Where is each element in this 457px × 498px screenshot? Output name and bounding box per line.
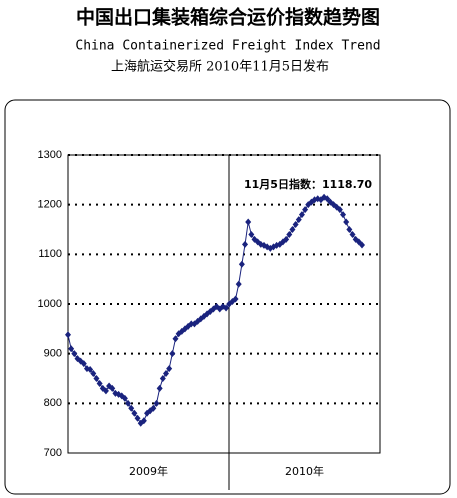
chart-source: 上海航运交易所 2010年11月5日发布 [111,59,329,75]
marker [359,241,365,249]
marker [349,230,356,238]
marker [302,206,309,214]
marker [80,360,87,368]
x-axis-label: 2010年 [285,464,324,478]
marker [125,399,132,407]
marker [289,226,296,233]
chart-subtitle: China Containerized Freight Index Trend [75,39,380,54]
chart-title: 中国出口集装箱综合运价指数趋势图 [76,6,380,29]
marker [298,211,305,219]
marker [134,414,141,422]
y-tick-label: 700 [44,447,62,459]
marker [346,226,353,233]
marker [343,218,350,226]
marker [163,370,169,378]
marker [251,235,258,243]
marker [153,399,160,407]
marker [68,345,75,353]
marker [131,409,138,417]
y-tick-label: 1100 [38,248,62,260]
marker [245,218,252,226]
marker [242,240,249,248]
marker [169,350,176,358]
marker [238,260,245,268]
marker [166,365,173,373]
marker [87,366,94,374]
annotation: 11月5日指数：1118.70 [244,177,372,191]
marker [336,206,343,214]
marker [235,280,242,288]
marker [65,331,71,339]
marker [188,320,195,328]
marker [121,394,128,402]
marker [150,404,157,412]
y-tick-label: 800 [44,397,62,409]
marker [292,221,299,229]
marker [324,195,331,203]
marker [248,230,255,238]
marker [102,387,109,395]
marker [283,235,290,243]
marker [286,230,293,238]
marker [223,304,230,312]
marker [340,211,347,219]
marker [140,417,147,425]
marker [156,384,163,392]
marker [295,216,302,224]
marker [232,295,239,303]
marker [128,404,135,412]
marker [96,379,103,387]
marker [93,375,100,382]
y-tick-label: 1300 [38,149,62,161]
marker [172,335,179,343]
marker [90,370,97,378]
marker [71,350,78,358]
x-axis-label: 2009年 [129,464,168,478]
y-tick-label: 900 [44,348,62,360]
y-tick-label: 1200 [38,199,62,211]
y-tick-label: 1000 [38,298,62,310]
marker [109,384,116,392]
marker [159,375,166,382]
